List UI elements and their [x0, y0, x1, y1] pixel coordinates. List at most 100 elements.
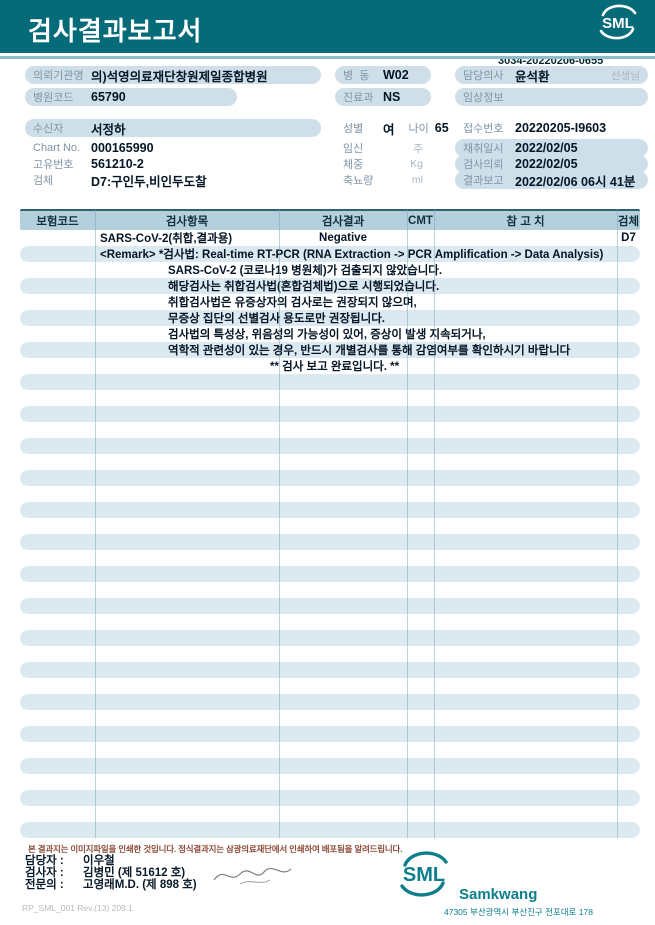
- footer-disclaimer: 본 결과지는 이미지파일을 인쇄한 것입니다. 정식결과지는 삼광의료재단에서 …: [28, 844, 403, 854]
- column-header: 보험코드: [36, 215, 79, 228]
- field-value: 561210-2: [91, 157, 144, 171]
- field-unit: ml: [411, 174, 423, 186]
- column-header: CMT: [408, 214, 433, 227]
- field-value: 000165990: [91, 141, 154, 155]
- table-row-remark: <Remark> *검사법: Real-time RT-PCR (RNA Ext…: [20, 246, 640, 262]
- header-divider: [0, 56, 655, 59]
- field-label: 수신자: [33, 123, 64, 135]
- info-field-middle-2: 성별 여 나이 65: [335, 119, 449, 137]
- column-header: 검사결과: [321, 215, 365, 228]
- table-row-remark: 역학적 관련성이 있는 경우, 반드시 개별검사를 통해 감염여부를 확인하시기…: [20, 342, 640, 358]
- table-row-empty: [20, 406, 640, 422]
- cell-test-item: SARS-CoV-2(취합,결과용): [100, 233, 233, 245]
- field-value: 2022/02/05: [515, 157, 578, 171]
- staff-role-label: 담당자 :: [25, 855, 64, 867]
- table-row-empty: [20, 774, 640, 790]
- field-label: 병 동: [343, 70, 370, 82]
- table-row-empty: [20, 806, 640, 822]
- field-label: 접수번호: [463, 123, 504, 135]
- info-field-left-1: 병원코드 65790: [25, 88, 237, 106]
- field-label: 결과보고: [463, 175, 504, 187]
- results-table: 보험코드 검사항목 검사결과 CMT 참 고 치 검체 SARS-CoV-2(취합,결과용…: [20, 209, 640, 838]
- field-value: 65790: [91, 90, 126, 104]
- field-unit: Kg: [410, 158, 423, 170]
- staff-role-label: 검사자 :: [25, 867, 64, 879]
- field-label: 진료과: [343, 92, 374, 104]
- staff-name: 고영래M.D. (제 898 호): [83, 879, 197, 891]
- table-row-empty: [20, 614, 640, 630]
- field-label: 임상정보: [463, 92, 504, 104]
- table-row-remark: 검사법의 특성상, 위음성의 가능성이 있어, 증상이 발생 지속되거나,: [20, 326, 640, 342]
- field-value-2: 65: [434, 121, 449, 135]
- field-label: 채취일시: [463, 143, 504, 155]
- info-field-right-0: 담당의사 윤석환 선생님: [455, 66, 648, 84]
- remark-text: 취합검사법은 유증상자의 검사로는 권장되지 않으며,: [168, 297, 417, 309]
- column-header: 검사항목: [165, 215, 209, 228]
- table-row-empty: [20, 710, 640, 726]
- table-row-empty: [20, 470, 640, 486]
- info-field-left-0: 의뢰기관명 의)석영의료재단창원제일종합병원: [25, 66, 321, 84]
- staff-row-1: 검사자 : 김병민 (제 51612 호): [25, 864, 185, 880]
- info-field-middle-3: 임신 주: [335, 139, 431, 157]
- table-row-result: SARS-CoV-2(취합,결과용) Negative D7: [20, 230, 640, 246]
- info-field-right-3: 채취일시 2022/02/05: [455, 139, 648, 157]
- column-header: 검체: [617, 215, 640, 228]
- cell-result: Negative: [319, 232, 367, 244]
- table-row-empty: [20, 374, 640, 390]
- table-row-empty: [20, 486, 640, 502]
- remark-text: <Remark> *검사법: Real-time RT-PCR (RNA Ext…: [100, 249, 604, 261]
- field-label: 검체: [33, 175, 54, 187]
- info-field-middle-5: 축뇨량 ml: [335, 171, 431, 189]
- field-value: 서정하: [91, 122, 126, 137]
- lab-address: 47305 부산광역시 부산진구 전포대로 178: [444, 907, 593, 917]
- table-row-empty: [20, 742, 640, 758]
- lab-address-block: 47305 부산광역시 부산진구 전포대로 178 검사기관 21355614 …: [444, 885, 631, 925]
- table-row-empty: [20, 534, 640, 550]
- field-value: NS: [383, 90, 401, 104]
- svg-text:SML: SML: [403, 864, 445, 886]
- sml-logo-icon: SML: [593, 4, 643, 45]
- table-row-remark: SARS-CoV-2 (코로나19 병원체)가 검출되지 않았습니다.: [20, 262, 640, 278]
- staff-row-0: 담당자 : 이우철: [25, 852, 115, 868]
- field-label: 성별: [343, 123, 364, 135]
- table-row-empty: [20, 438, 640, 454]
- remark-text: 무증상 집단의 선별검사 용도로만 권장됩니다.: [168, 313, 385, 325]
- field-label: Chart No.: [33, 142, 81, 154]
- table-row-empty: [20, 566, 640, 582]
- document-code: RP_SML_001 Rev.(13) 209.1: [22, 903, 133, 913]
- report-code-line1: 3034-20220206-0655: [498, 55, 604, 67]
- info-field-middle-1: 진료과 NS: [335, 88, 431, 106]
- results-table-body: SARS-CoV-2(취합,결과용) Negative D7 <Remark> *검사…: [20, 230, 640, 838]
- table-row-empty: [20, 790, 640, 806]
- signature-scribble-icon: [210, 862, 295, 893]
- remark-text: 검사법의 특성상, 위음성의 가능성이 있어, 증상이 발생 지속되거나,: [168, 329, 486, 341]
- field-label: 축뇨량: [343, 175, 374, 187]
- info-field-right-5: 결과보고 2022/02/06 06시 41분: [455, 171, 648, 189]
- page-title: 검사결과보고서: [28, 16, 203, 46]
- staff-name: 이우철: [83, 855, 115, 867]
- field-label: 병원코드: [33, 92, 74, 104]
- lab-name: Samkwang Medical Lab: [459, 855, 545, 925]
- info-field-middle-0: 병 동 W02: [335, 66, 431, 84]
- field-unit: 주: [413, 142, 423, 155]
- field-value: 여: [383, 122, 395, 137]
- info-field-right-4: 검사의뢰 2022/02/05: [455, 155, 648, 173]
- field-value: 의)석영의료재단창원제일종합병원: [91, 69, 268, 84]
- field-label-2: 나이: [408, 123, 429, 135]
- field-suffix: 선생님: [611, 69, 640, 82]
- table-row-empty: [20, 646, 640, 662]
- table-row-empty: [20, 822, 640, 838]
- remark-text: 해당검사는 취합검사법(혼합검체법)으로 시행되었습니다.: [168, 281, 440, 293]
- info-field-middle-4: 체중 Kg: [335, 155, 431, 173]
- info-field-left-4: 고유번호 561210-2: [25, 155, 321, 173]
- info-field-left-5: 검체 D7:구인두,비인두도찰: [25, 171, 321, 189]
- table-row-empty: [20, 518, 640, 534]
- table-row-remark: 무증상 집단의 선별검사 용도로만 권장됩니다.: [20, 310, 640, 326]
- staff-name: 김병민 (제 51612 호): [83, 867, 186, 879]
- field-value: W02: [383, 68, 409, 82]
- table-row-empty: [20, 630, 640, 646]
- report-header: 검사결과보고서 SML 3034-20220206-0655 102055-W: [0, 0, 655, 101]
- info-field-right-2: 접수번호 20220205-I9603: [455, 119, 648, 137]
- remark-text: 역학적 관련성이 있는 경우, 반드시 개별검사를 통해 감염여부를 확인하시기…: [168, 345, 571, 357]
